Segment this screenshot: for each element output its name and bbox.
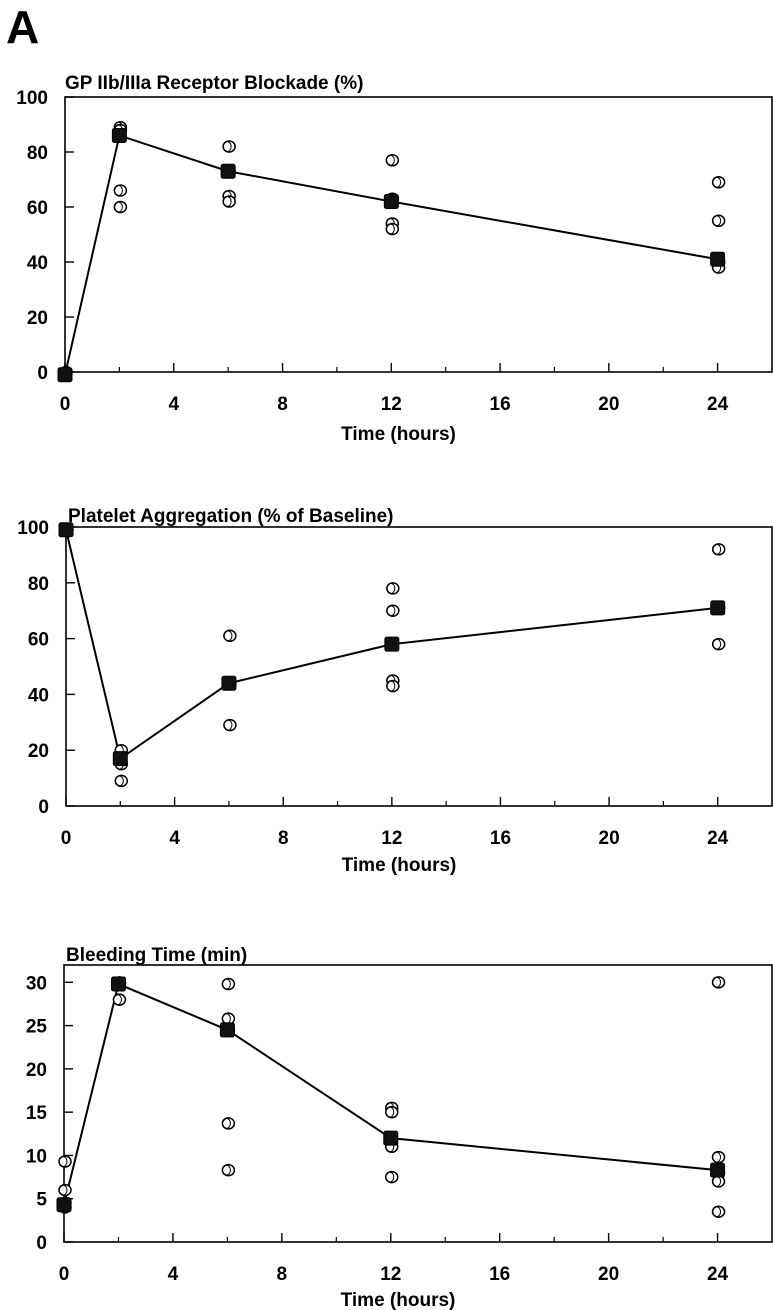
x-tick-label: 0 — [60, 394, 71, 415]
x-tick-label: 0 — [59, 1264, 70, 1285]
y-tick-label: 0 — [38, 797, 49, 818]
mean-point — [710, 600, 726, 616]
x-tick-label: 0 — [61, 828, 72, 849]
chart-title: Platelet Aggregation (% of Baseline) — [68, 506, 394, 527]
mean-point — [110, 976, 126, 992]
y-tick-label: 25 — [26, 1017, 48, 1038]
chart-title: Bleeding Time (min) — [66, 945, 247, 966]
mean-point — [57, 367, 73, 383]
mean-point — [58, 522, 74, 538]
individual-point-shade — [221, 1117, 231, 1129]
x-axis-label: Time (hours) — [342, 855, 457, 876]
chart-3: Bleeding Time (min) 0 4 8 12 16 20 24 0 5 10 15 20 25… — [26, 945, 773, 1310]
y-tick-label: 20 — [28, 741, 49, 762]
x-axis-label: Time (hours) — [341, 424, 456, 445]
x-tick-label: 16 — [490, 394, 511, 415]
individual-point-shade — [385, 223, 395, 235]
x-tick-label: 4 — [169, 828, 180, 849]
x-tick-label: 24 — [707, 394, 729, 415]
y-tick-label: 80 — [28, 574, 49, 595]
mean-point — [219, 1022, 235, 1038]
individual-point-shade — [58, 1184, 68, 1196]
x-tick-label: 20 — [599, 828, 620, 849]
individual-point-shade — [386, 582, 396, 594]
x-tick-label: 12 — [381, 828, 402, 849]
x-tick-label: 12 — [381, 394, 402, 415]
y-tick-label: 0 — [36, 1233, 47, 1254]
plot-frame — [63, 964, 773, 1243]
x-tick-label: 24 — [707, 828, 729, 849]
mean-point — [710, 251, 726, 267]
individual-point-shade — [712, 215, 722, 227]
mean-point — [384, 636, 400, 652]
x-tick-label: 24 — [707, 1264, 729, 1285]
mean-point — [383, 1130, 399, 1146]
y-tick-label: 20 — [27, 308, 48, 329]
y-tick-label: 5 — [36, 1190, 47, 1211]
y-tick-label: 0 — [37, 363, 48, 384]
chart-title: GP IIb/IIIa Receptor Blockade (%) — [65, 73, 363, 94]
individual-point-shade — [386, 605, 396, 617]
x-axis-label: Time (hours) — [341, 1290, 456, 1310]
individual-point-shade — [712, 176, 722, 188]
y-tick-label: 10 — [26, 1146, 47, 1167]
mean-point — [220, 163, 236, 179]
mean-point — [221, 675, 237, 691]
individual-point-shade — [222, 196, 232, 207]
y-tick-label: 60 — [28, 630, 49, 651]
x-tick-label: 16 — [489, 1264, 510, 1285]
individual-point-shade — [712, 1151, 722, 1163]
individual-point-shade — [712, 976, 722, 988]
y-tick-label: 80 — [27, 143, 48, 164]
y-tick-label: 100 — [17, 518, 49, 539]
individual-point-shade — [112, 994, 122, 1006]
y-tick-label: 15 — [26, 1103, 48, 1124]
individual-point-shade — [385, 1171, 395, 1183]
individual-point-shade — [113, 201, 123, 213]
x-tick-label: 20 — [598, 1264, 619, 1285]
individual-point-shade — [58, 1155, 68, 1167]
panel-label: A — [6, 1, 40, 53]
mean-point — [56, 1197, 72, 1213]
individual-point-shade — [113, 185, 123, 196]
individual-point-shade — [223, 719, 233, 731]
individual-point-shade — [712, 1206, 722, 1218]
mean-point — [112, 751, 128, 767]
chart-1: GP IIb/IIIa Receptor Blockade (%) 0 4 8 12 16… — [16, 73, 773, 445]
individual-point-shade — [222, 141, 232, 152]
y-tick-label: 40 — [28, 685, 49, 706]
y-tick-label: 30 — [26, 973, 47, 994]
individual-point-shade — [221, 1164, 231, 1176]
individual-point-shade — [114, 775, 124, 787]
x-tick-label: 4 — [168, 394, 179, 415]
plot-frame — [65, 526, 773, 807]
individual-point-shade — [712, 543, 722, 555]
y-tick-label: 40 — [27, 253, 48, 274]
individual-point-shade — [223, 630, 233, 642]
mean-line — [64, 134, 718, 375]
individual-point-shade — [386, 680, 396, 692]
y-tick-label: 100 — [16, 88, 48, 109]
x-tick-label: 12 — [380, 1264, 401, 1285]
x-tick-label: 8 — [278, 828, 289, 849]
mean-point — [111, 128, 127, 143]
x-tick-label: 8 — [277, 1264, 288, 1285]
mean-point — [383, 194, 399, 209]
individual-point-shade — [385, 1106, 395, 1118]
x-tick-label: 16 — [490, 828, 511, 849]
individual-point-shade — [712, 638, 722, 650]
x-tick-label: 20 — [598, 394, 619, 415]
individual-point-shade — [385, 154, 395, 166]
y-tick-label: 60 — [27, 198, 48, 219]
individual-point-shade — [221, 978, 231, 990]
y-tick-label: 20 — [26, 1060, 47, 1081]
plot-frame — [64, 96, 773, 373]
mean-point — [710, 1162, 726, 1178]
x-tick-label: 4 — [168, 1264, 179, 1285]
x-tick-label: 8 — [277, 394, 288, 415]
chart-2: Platelet Aggregation (% of Baseline) 0 4 8 1… — [17, 506, 773, 876]
